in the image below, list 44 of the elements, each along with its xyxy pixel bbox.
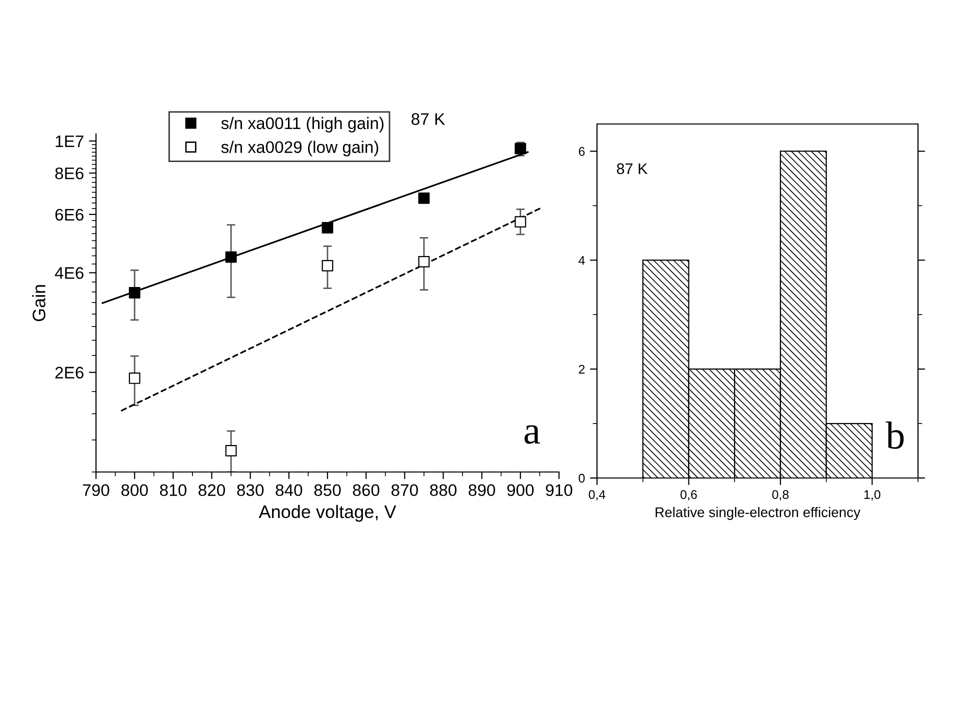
x-axis-title: Relative single-electron efficiency [656, 507, 860, 520]
text: 87 K [412, 113, 445, 125]
y-tick-label: 2E6 [55, 366, 84, 379]
x-tick-label: 0,4 [588, 490, 606, 500]
x-tick-label: 0,6 [680, 490, 697, 500]
x-tick-label: 840 [276, 484, 302, 496]
x-tick-label: 0,8 [772, 490, 789, 500]
legend-label: s/n xa0029 (low gain) [221, 140, 378, 156]
point [322, 260, 334, 272]
y-tick-label: 0 [578, 474, 585, 483]
y-tick-label: 6 [578, 147, 585, 156]
legend-label: s/n xa0011 (high gain) [221, 116, 384, 132]
y-tick-label: 4 [578, 256, 585, 265]
point [418, 192, 430, 204]
x-tick-label: 870 [391, 484, 418, 496]
y-tick-label: 8E6 [55, 167, 84, 180]
x-tick-label: 800 [121, 484, 148, 496]
y-tick-label: 2 [578, 364, 585, 374]
x-tick-label: 880 [430, 484, 457, 496]
x-axis-title: Anode voltage, V [258, 504, 396, 522]
y-tick-label: 6E6 [55, 208, 84, 221]
y-tick-label: 1E7 [56, 136, 84, 148]
point [418, 256, 430, 268]
x-tick-label: 910 [546, 484, 572, 496]
x-tick-label: 1,0 [864, 490, 880, 500]
annotation: b [886, 421, 904, 449]
x-tick-label: 790 [82, 484, 110, 496]
point [225, 444, 237, 456]
y-axis-title: Gain [32, 285, 46, 322]
point [322, 222, 334, 234]
point [225, 251, 237, 263]
x-tick-label: 860 [352, 484, 380, 496]
annotation: 87 K [616, 163, 648, 174]
annotation: a [524, 425, 540, 444]
x-tick-label: 890 [468, 484, 496, 496]
x-tick-label: 820 [198, 484, 226, 496]
point [514, 216, 526, 228]
y-tick-label: 4E6 [54, 267, 84, 279]
x-tick-label: 900 [507, 484, 534, 496]
x-tick-label: 830 [237, 484, 264, 496]
x-tick-label: 810 [160, 484, 186, 496]
point [128, 287, 140, 298]
point [128, 372, 140, 384]
x-tick-label: 850 [314, 484, 341, 496]
